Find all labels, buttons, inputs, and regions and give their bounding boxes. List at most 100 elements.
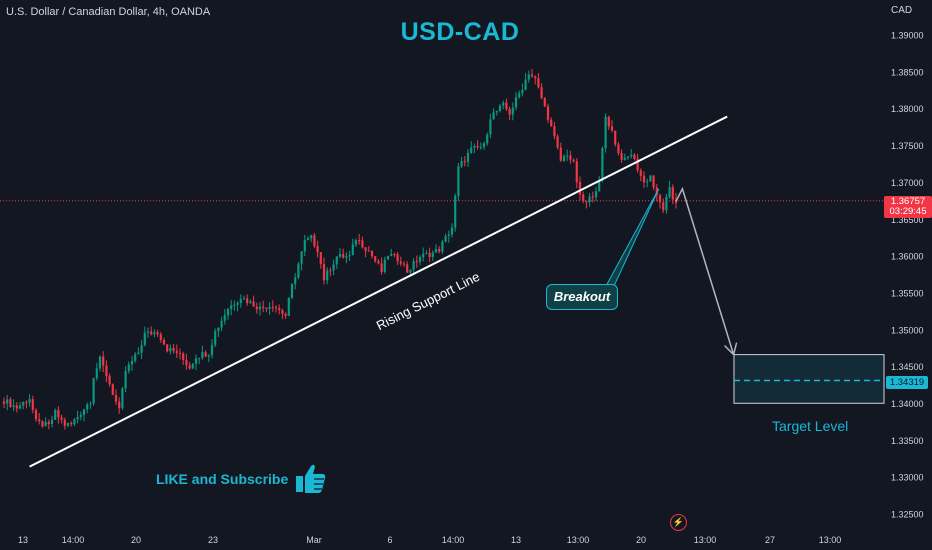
candle-body [620, 152, 623, 160]
candle-body [428, 252, 431, 258]
candle-body [508, 109, 511, 115]
candle-body [502, 102, 505, 106]
candle-body [268, 306, 271, 310]
candle-body [92, 378, 95, 404]
candle-body [111, 384, 114, 395]
candle-body [569, 155, 572, 160]
candle-body [367, 250, 370, 252]
candle-body [390, 254, 393, 256]
candle-body [422, 253, 425, 258]
candle-body [15, 405, 18, 409]
x-tick-label: 13:00 [694, 535, 717, 545]
candle-body [396, 254, 399, 262]
current-price-tag: 1.36757 03:29:45 [884, 196, 932, 218]
candle-body [348, 255, 351, 257]
rising-support-line [29, 115, 728, 468]
candle-body [2, 401, 6, 404]
candle-body [610, 126, 614, 131]
candle-body [166, 344, 169, 352]
candle-body [386, 255, 390, 260]
candle-body [338, 253, 342, 257]
candle-body [242, 298, 246, 300]
candle-body [572, 159, 575, 162]
candle-body [575, 161, 578, 183]
x-tick-label: Mar [306, 535, 322, 545]
candle-body [258, 306, 262, 310]
y-tick-label: 1.34000 [891, 399, 924, 409]
candle-body [633, 154, 636, 159]
candle-body [114, 394, 118, 402]
projection-path [675, 186, 735, 355]
candle-body [175, 350, 178, 354]
candle-body [226, 309, 230, 316]
candle-body [543, 98, 546, 107]
candle-body [326, 270, 329, 281]
candle-body [6, 399, 9, 404]
candle-body [438, 248, 441, 252]
candle-body [466, 152, 470, 162]
candle-body [134, 354, 137, 361]
symbol-title[interactable]: U.S. Dollar / Canadian Dollar, 4h, OANDA [6, 6, 211, 18]
x-tick-label: 13 [18, 535, 28, 545]
candle-body [127, 364, 130, 372]
candle-body [300, 251, 303, 264]
candle-body [255, 306, 258, 310]
candle-body [447, 234, 450, 237]
candle-body [169, 347, 172, 352]
candle-body [559, 147, 562, 161]
candle-body [550, 119, 553, 127]
candle-body [246, 298, 249, 304]
lightning-icon[interactable]: ⚡ [670, 514, 687, 531]
candle-body [361, 240, 364, 248]
candle-body [441, 241, 444, 252]
breakout-pointer [605, 188, 660, 287]
candle-body [198, 357, 201, 359]
candle-body [662, 202, 665, 211]
candle-body [556, 136, 559, 148]
candle-body [457, 166, 460, 196]
target-price-tag: 1.34319 [886, 376, 928, 389]
candle-body [22, 402, 25, 406]
candle-body [345, 256, 348, 258]
candle-body [492, 112, 495, 120]
currency-label: CAD [891, 5, 913, 16]
candle-body [201, 352, 204, 358]
candle-body [623, 157, 626, 160]
y-tick-label: 1.36000 [891, 252, 924, 262]
candle-body [287, 297, 290, 316]
candle-body [73, 419, 76, 425]
candle-body [354, 240, 358, 245]
candle-body [450, 227, 454, 235]
candle-body [143, 332, 146, 346]
candle-body [460, 161, 463, 167]
candle-body [521, 89, 524, 94]
candle-body [319, 252, 322, 265]
candle-body [566, 155, 569, 157]
candle-body [290, 283, 294, 298]
candle-body [671, 187, 674, 200]
candle-body [162, 339, 166, 345]
candle-body [121, 388, 124, 409]
candle-body [70, 422, 73, 425]
candle-body [185, 359, 188, 366]
candle-body [630, 154, 633, 157]
candle-body [473, 145, 476, 148]
candle-body [607, 116, 610, 127]
candle-body [79, 414, 82, 418]
candle-body [66, 422, 70, 426]
candle-body [604, 116, 607, 149]
candle-body [614, 130, 617, 145]
candle-body [431, 252, 434, 258]
x-tick-label: 6 [387, 535, 392, 545]
candle-body [364, 247, 367, 251]
candle-body [546, 106, 550, 120]
candle-body [668, 187, 671, 197]
candle-body [518, 93, 521, 98]
candle-body [204, 352, 207, 357]
candle-body [146, 331, 150, 333]
candle-body [642, 175, 646, 183]
bar-countdown: 03:29:45 [889, 206, 927, 217]
candle-body [322, 264, 326, 281]
candle-body [335, 256, 338, 265]
y-tick-label: 1.39000 [891, 31, 924, 41]
